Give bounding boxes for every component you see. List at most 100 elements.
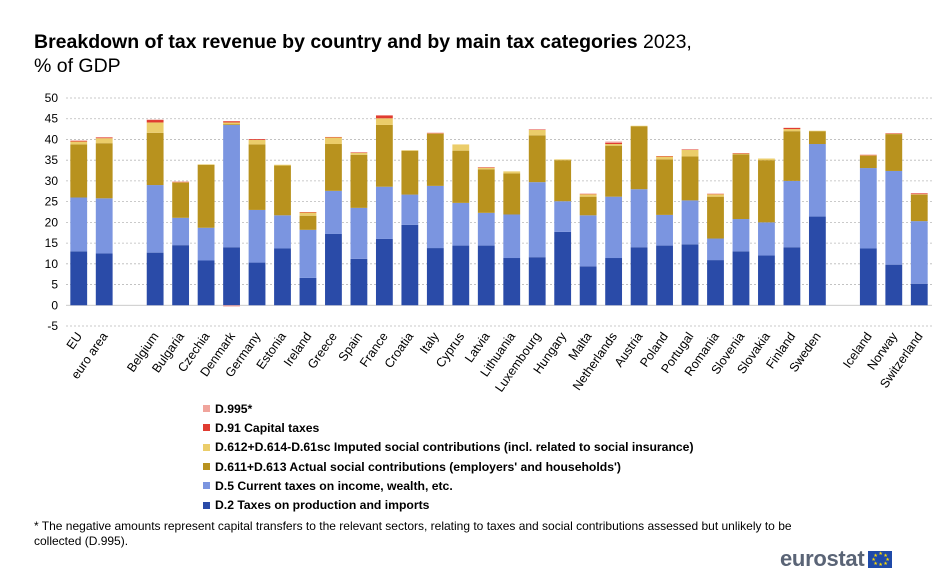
bar-austria-s2 [630, 126, 648, 190]
bar-croatia-s0 [401, 224, 419, 306]
bar-italy-s0 [426, 248, 444, 306]
bar-eu-s3 [70, 141, 88, 145]
bar-norway-s1 [885, 170, 903, 265]
bar-romania-s4 [707, 193, 724, 195]
bar-latvia-s1 [477, 212, 495, 246]
chart-title-main: Breakdown of tax revenue by country and … [34, 31, 638, 53]
bar-cyprus-s3 [452, 144, 470, 151]
bar-croatia-s2 [401, 150, 419, 195]
bar-denmark-s3 [223, 122, 240, 125]
bar-sweden-s1 [808, 144, 826, 217]
legend-item-d91: D.91 Capital taxes [203, 418, 694, 437]
bar-lithuania-s0 [503, 258, 521, 306]
bar-switzerland-s4 [910, 193, 928, 195]
bar-slovenia-s4 [732, 153, 750, 154]
bar-estonia-s3 [274, 164, 291, 166]
legend-swatch-d612 [203, 443, 210, 451]
bar-denmark-s5 [223, 305, 240, 307]
bar-slovakia-s2 [758, 160, 775, 223]
bar-italy-s3 [426, 133, 444, 134]
bar-latvia-s0 [477, 245, 495, 306]
bar-switzerland-s3 [910, 194, 928, 195]
bar-belgium-s5 [146, 119, 164, 121]
bar-italy-s2 [426, 133, 444, 186]
bar-switzerland-s1 [910, 221, 928, 284]
bar-malta-s4 [579, 193, 597, 195]
bar-slovakia-s3 [758, 158, 775, 161]
chart-title: Breakdown of tax revenue by country and … [34, 30, 692, 78]
bar-eu-s4 [70, 140, 88, 142]
bar-estonia-s0 [274, 248, 291, 306]
bar-lithuania-s2 [503, 173, 521, 215]
bar-portugal-s2 [681, 156, 699, 201]
bar-bulgaria-s1 [172, 217, 190, 246]
bar-luxembourg-s3 [528, 129, 546, 136]
bar-poland-s4 [656, 156, 673, 157]
bar-norway-s4 [885, 133, 903, 134]
bar-latvia-s4 [477, 167, 495, 168]
bar-belgium-s0 [146, 252, 164, 306]
bar-denmark-s0 [223, 247, 240, 306]
legend-swatch-d995 [203, 405, 210, 413]
bar-cyprus-s1 [452, 202, 470, 246]
bar-czechia-s1 [197, 227, 215, 261]
bar-slovakia-s0 [758, 255, 775, 306]
legend-swatch-d611 [203, 463, 210, 471]
x-tick-label: EU [64, 330, 85, 352]
bar-luxembourg-s4 [528, 129, 546, 131]
bar-iceland-s0 [859, 248, 877, 306]
bar-ireland-s2 [299, 215, 317, 230]
bar-poland-s1 [656, 214, 673, 246]
legend-item-d995: D.995* [203, 399, 694, 418]
y-tick-label: 0 [51, 298, 58, 312]
bar-hungary-s1 [554, 201, 572, 232]
y-tick-label: 30 [45, 174, 59, 188]
bar-romania-s2 [707, 196, 724, 239]
bar-finland-s2 [783, 131, 801, 181]
bar-finland-s3 [783, 129, 801, 132]
legend-swatch-d5 [203, 482, 210, 490]
bar-euro-area-s3 [95, 138, 113, 144]
legend-label-d611: D.611+D.613 Actual social contributions … [215, 459, 621, 474]
legend-label-d995: D.995* [215, 401, 253, 416]
bar-spain-s3 [350, 152, 368, 155]
bar-germany-s4 [248, 139, 266, 140]
bar-romania-s0 [707, 260, 724, 306]
bar-portugal-s4 [681, 149, 699, 150]
y-tick-label: 45 [45, 112, 59, 126]
x-tick-label: Italy [417, 329, 442, 356]
bar-norway-s0 [885, 264, 903, 306]
bar-bulgaria-s0 [172, 245, 190, 306]
bar-euro-area-s0 [95, 253, 113, 306]
y-tick-label: 10 [45, 257, 59, 271]
bar-czechia-s3 [197, 164, 215, 165]
bar-ireland-s1 [299, 229, 317, 278]
bar-slovakia-s1 [758, 222, 775, 256]
bar-france-s3 [375, 118, 393, 125]
eu-flag-icon: ★ ★ ★ ★ ★ ★ ★ ★ [868, 550, 893, 568]
bar-portugal-s1 [681, 200, 699, 245]
y-tick-label: 50 [45, 91, 59, 105]
bar-belgium-s1 [146, 185, 164, 253]
bar-austria-s3 [630, 125, 648, 127]
bar-ireland-s3 [299, 212, 317, 216]
bar-netherlands-s1 [605, 196, 623, 259]
bar-bulgaria-s4 [172, 181, 190, 183]
legend-swatch-d2 [203, 501, 210, 509]
bar-norway-s2 [885, 134, 903, 171]
bar-romania-s1 [707, 238, 724, 261]
bar-croatia-s1 [401, 194, 419, 225]
bar-switzerland-s0 [910, 283, 928, 306]
bar-luxembourg-s0 [528, 257, 546, 306]
bar-lithuania-s3 [503, 171, 521, 174]
bar-czechia-s2 [197, 164, 215, 228]
bar-hungary-s3 [554, 159, 572, 161]
y-tick-label: 40 [45, 132, 59, 146]
y-tick-label: -5 [47, 319, 58, 333]
bar-cyprus-s2 [452, 150, 470, 203]
bar-portugal-s0 [681, 244, 699, 306]
bar-slovenia-s0 [732, 251, 750, 306]
bar-germany-s1 [248, 209, 266, 263]
bar-iceland-s3 [859, 155, 877, 156]
